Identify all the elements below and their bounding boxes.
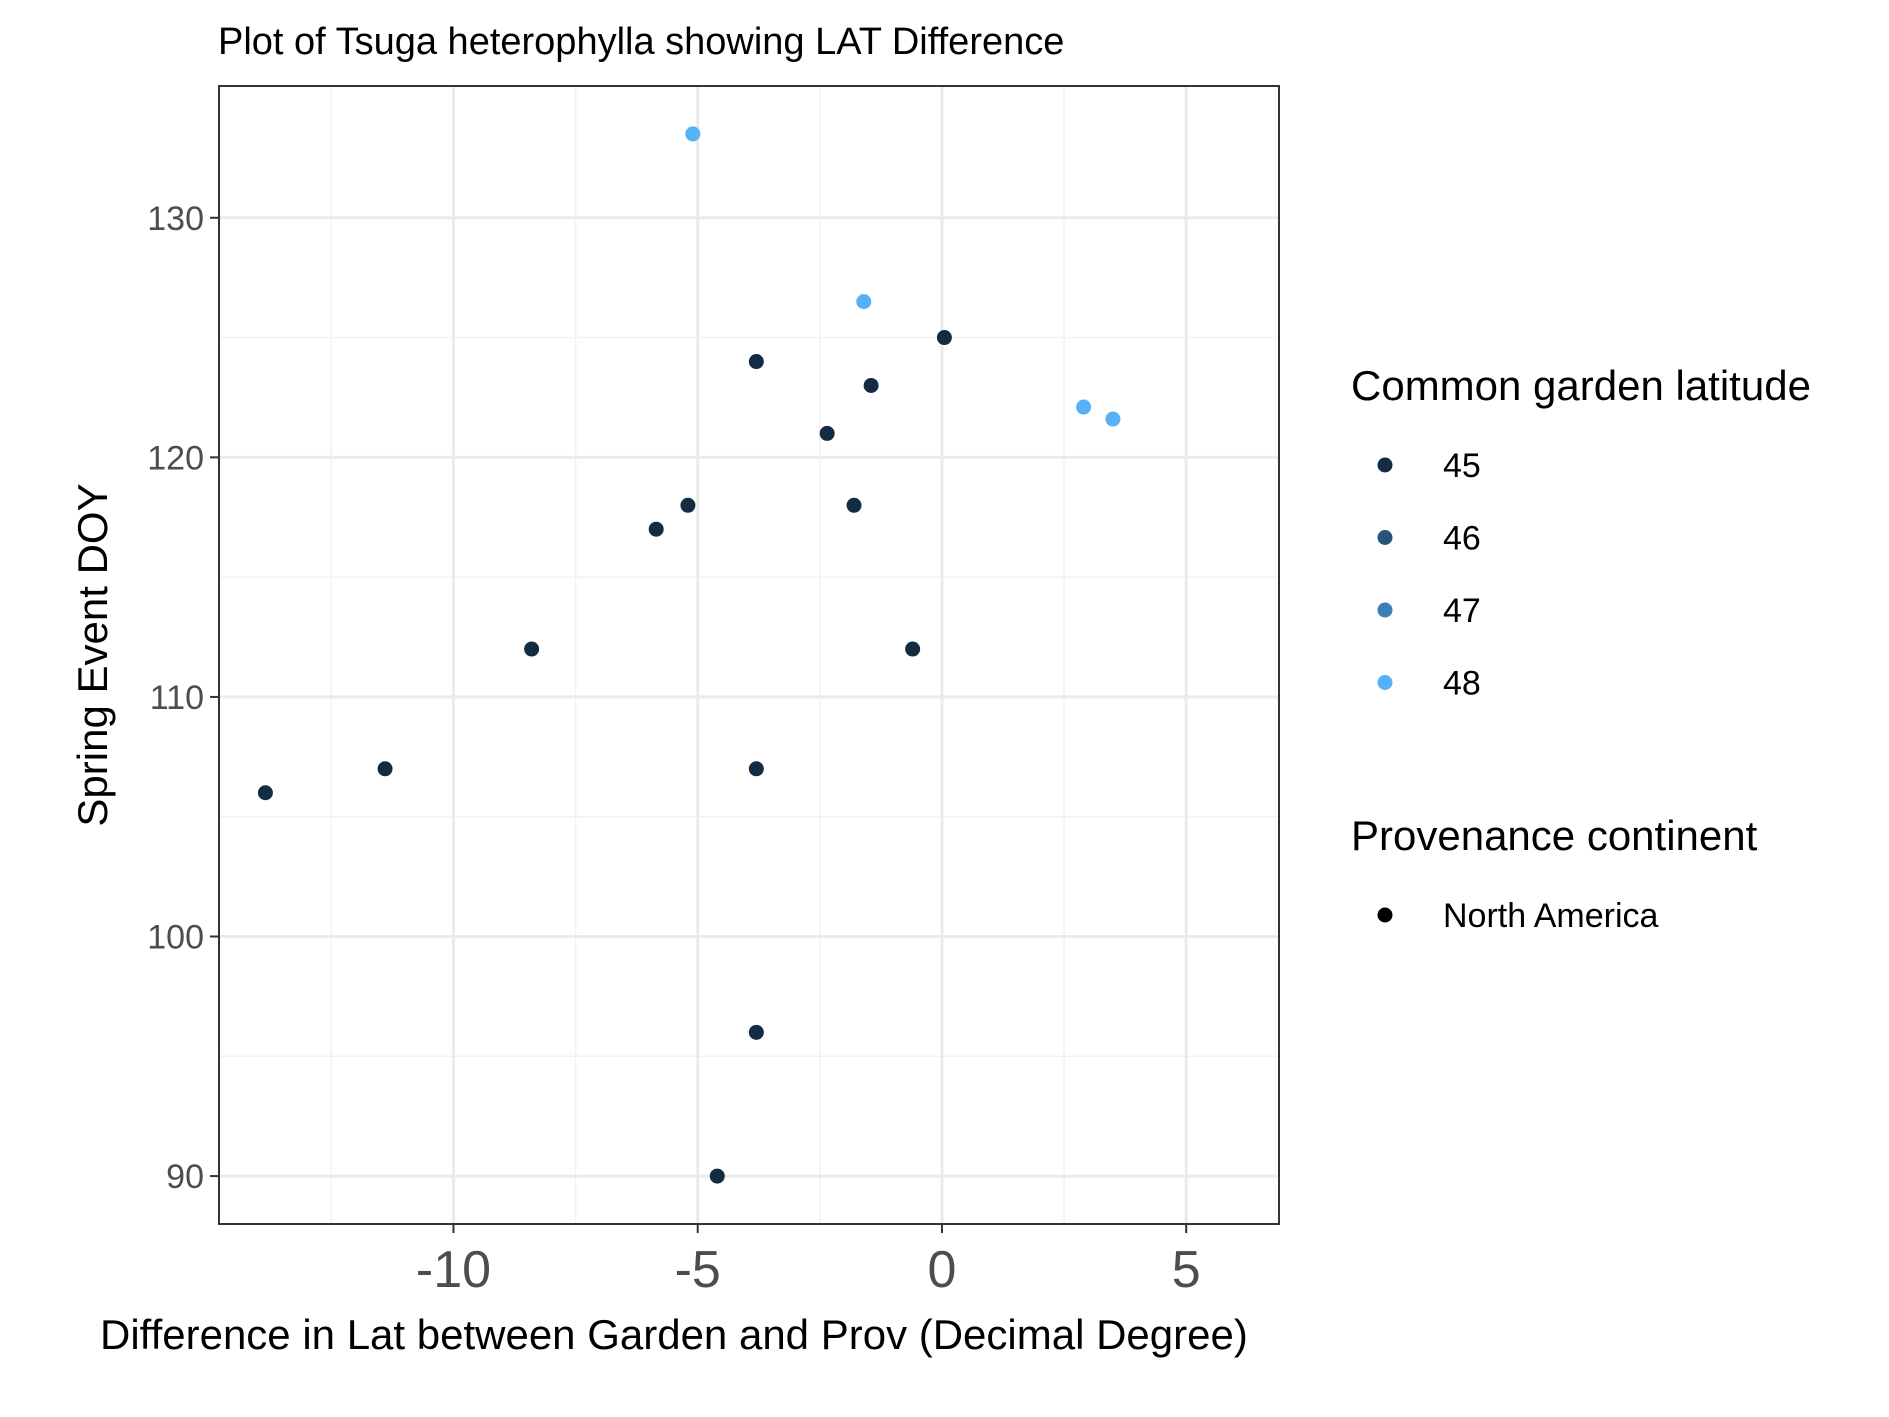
legend-provenance-continent-title: Provenance continent xyxy=(1351,812,1758,859)
legend-label-48: 48 xyxy=(1443,665,1481,703)
x-axis-ticks: -10 -5 0 5 xyxy=(416,1224,1201,1299)
legend-garden-latitude: Common garden latitude 45 46 47 48 xyxy=(1351,362,1811,703)
data-points xyxy=(257,126,1121,1184)
data-point xyxy=(685,126,701,142)
data-point xyxy=(1105,411,1121,427)
y-tick-label: 110 xyxy=(150,679,204,717)
data-point xyxy=(856,294,872,310)
data-point xyxy=(377,761,393,777)
legend-key-47 xyxy=(1377,602,1393,618)
legend-garden-latitude-title: Common garden latitude xyxy=(1351,362,1811,409)
y-tick-label: 130 xyxy=(147,200,204,238)
legend-label-north-america: North America xyxy=(1443,897,1658,935)
y-axis-ticks: 90 100 110 120 130 xyxy=(147,200,219,1196)
data-point xyxy=(524,641,540,657)
data-point xyxy=(936,330,952,346)
legend-key-45 xyxy=(1377,457,1393,473)
x-axis-title: Difference in Lat between Garden and Pro… xyxy=(100,1311,1248,1358)
y-tick-label: 120 xyxy=(147,439,204,477)
data-point xyxy=(648,521,664,537)
x-tick-label: 0 xyxy=(927,1241,956,1299)
data-point xyxy=(748,761,764,777)
legend-key-46 xyxy=(1377,530,1393,545)
data-point xyxy=(709,1168,725,1184)
legend-label-46: 46 xyxy=(1443,520,1481,558)
x-tick-label: 5 xyxy=(1172,1241,1201,1299)
legend-provenance-continent: Provenance continent North America xyxy=(1351,812,1758,935)
x-tick-label: -5 xyxy=(675,1241,721,1299)
plot-panel-border xyxy=(218,85,1280,1225)
data-point xyxy=(1076,399,1092,415)
data-point xyxy=(819,425,835,441)
legend-key-north-america xyxy=(1377,907,1393,923)
legend-label-47: 47 xyxy=(1443,592,1481,630)
data-point xyxy=(748,354,764,370)
legend-label-45: 45 xyxy=(1443,447,1481,485)
chart-title: Plot of Tsuga heterophylla showing LAT D… xyxy=(218,21,1064,63)
data-point xyxy=(680,497,696,513)
data-point xyxy=(257,785,273,801)
data-point xyxy=(748,1024,764,1040)
grid-lines xyxy=(219,86,1279,1224)
legend-key-48 xyxy=(1377,675,1393,690)
y-tick-label: 100 xyxy=(147,919,204,957)
data-point xyxy=(863,377,879,393)
data-point xyxy=(905,641,921,657)
y-tick-label: 90 xyxy=(166,1158,204,1196)
x-tick-label: -10 xyxy=(416,1241,491,1299)
data-point xyxy=(846,497,862,513)
y-axis-title: Spring Event DOY xyxy=(69,483,116,826)
